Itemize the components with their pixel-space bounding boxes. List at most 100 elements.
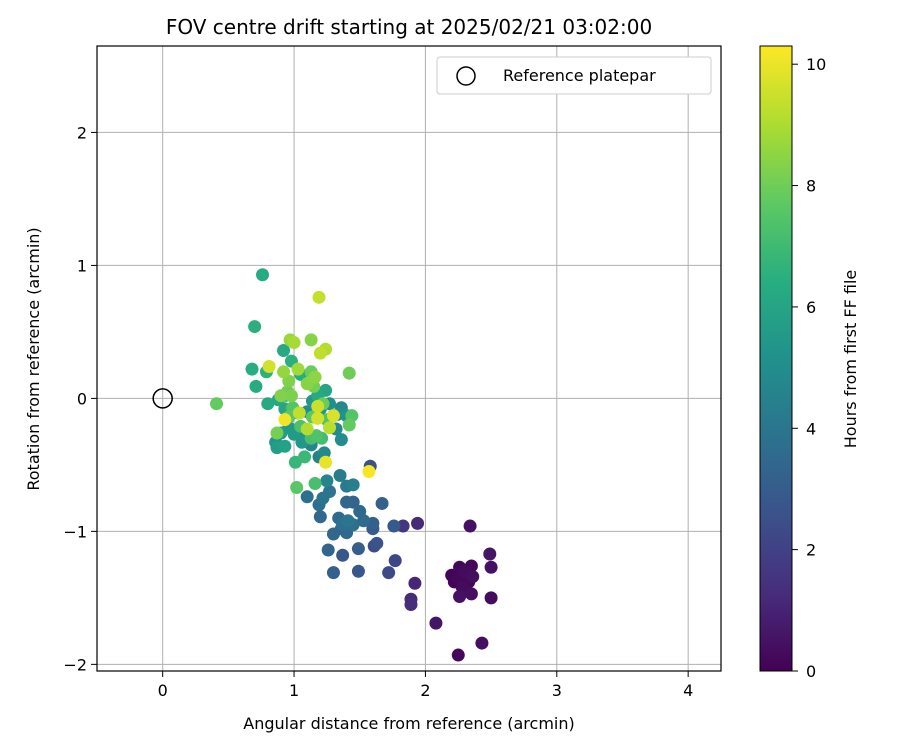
reference-point-marker: [152, 388, 173, 409]
plot-frame: [96, 45, 722, 672]
data-point: [351, 564, 365, 578]
data-point: [278, 413, 292, 427]
data-point: [484, 560, 498, 574]
data-point: [375, 496, 389, 510]
data-point: [484, 591, 498, 605]
data-point: [323, 484, 337, 498]
data-point: [342, 366, 356, 380]
data-point: [342, 418, 356, 432]
data-point: [308, 370, 322, 384]
colorbar-tick-label: 0: [806, 662, 816, 681]
data-point: [326, 527, 340, 541]
data-point: [320, 474, 334, 488]
x-tick-label: 1: [289, 681, 299, 700]
chart-title: FOV centre drift starting at 2025/02/21 …: [166, 15, 652, 39]
data-point: [249, 379, 263, 393]
colorbar: 0 2 4 6 8 10 Hours from first FF file: [759, 45, 860, 681]
data-point: [248, 320, 262, 334]
data-point: [300, 422, 314, 436]
data-point: [463, 519, 477, 533]
x-axis-label: Angular distance from reference (arcmin): [243, 714, 574, 733]
data-point: [388, 554, 402, 568]
data-point: [453, 590, 467, 604]
colorbar-gradient: [759, 45, 793, 672]
y-axis-label: Rotation from reference (arcmin): [24, 227, 43, 490]
data-point: [210, 397, 224, 411]
legend-frame: [436, 56, 712, 95]
data-point: [308, 477, 322, 490]
legend: Reference platepar: [436, 56, 712, 95]
data-point: [245, 362, 259, 376]
data-point: [466, 570, 480, 584]
data-point: [362, 465, 376, 479]
data-point: [334, 433, 348, 447]
colorbar-tick-label: 2: [806, 541, 816, 560]
data-point: [311, 399, 325, 413]
data-point: [429, 616, 443, 630]
data-point: [261, 397, 275, 411]
x-axis-ticks: 0 1 2 3 4: [158, 671, 693, 700]
data-point: [351, 542, 365, 556]
x-tick-label: 3: [552, 681, 562, 700]
data-point: [277, 344, 291, 358]
data-point: [387, 519, 401, 533]
data-point: [309, 429, 323, 443]
data-point: [336, 548, 350, 562]
y-tick-label: 2: [77, 123, 87, 142]
colorbar-tick-label: 4: [806, 419, 816, 438]
y-axis-ticks: −2 −1 0 1 2: [63, 123, 97, 674]
legend-marker: [456, 66, 476, 86]
x-tick-label: 2: [420, 681, 430, 700]
data-point: [404, 598, 418, 612]
data-point: [357, 514, 371, 528]
colorbar-tick-label: 10: [806, 55, 826, 74]
data-point: [256, 268, 270, 282]
data-point: [312, 290, 326, 304]
data-point: [304, 333, 318, 347]
data-point: [278, 439, 292, 453]
colorbar-label: Hours from first FF file: [841, 270, 860, 449]
data-point: [300, 490, 314, 504]
data-point: [326, 409, 340, 423]
data-point: [262, 359, 276, 373]
data-point: [287, 336, 301, 350]
data-point: [340, 495, 354, 509]
data-point: [346, 478, 360, 492]
data-point: [313, 510, 327, 524]
data-point: [323, 421, 337, 435]
data-point: [321, 543, 335, 557]
data-point: [396, 519, 410, 533]
y-tick-label: 0: [77, 389, 87, 408]
data-point: [370, 536, 384, 550]
data-point: [341, 514, 355, 528]
data-point: [291, 362, 305, 376]
legend-label: Reference platepar: [503, 66, 656, 85]
data-point: [475, 636, 489, 650]
data-point: [284, 389, 298, 403]
data-point: [451, 648, 465, 662]
data-point: [298, 450, 312, 464]
data-point: [408, 576, 422, 590]
colorbar-tick-label: 6: [806, 298, 816, 317]
data-point: [411, 516, 425, 530]
data-point: [313, 346, 327, 360]
data-point: [270, 426, 284, 440]
data-point: [290, 480, 304, 494]
reference-marker: [152, 388, 173, 409]
x-tick-label: 4: [683, 681, 693, 700]
data-point: [326, 566, 340, 580]
grid-lines: [97, 46, 721, 671]
data-point: [311, 411, 325, 425]
data-point: [319, 455, 333, 469]
data-point: [333, 469, 347, 483]
data-point: [292, 406, 306, 420]
colorbar-tick-label: 8: [806, 177, 816, 196]
data-point: [382, 566, 396, 580]
data-point: [483, 547, 497, 561]
y-tick-label: −1: [63, 522, 87, 541]
colorbar-ticks: 0 2 4 6 8 10: [792, 55, 826, 681]
data-points: [210, 268, 498, 662]
data-point: [277, 365, 291, 379]
data-point: [464, 587, 478, 601]
y-tick-label: 1: [77, 256, 87, 275]
